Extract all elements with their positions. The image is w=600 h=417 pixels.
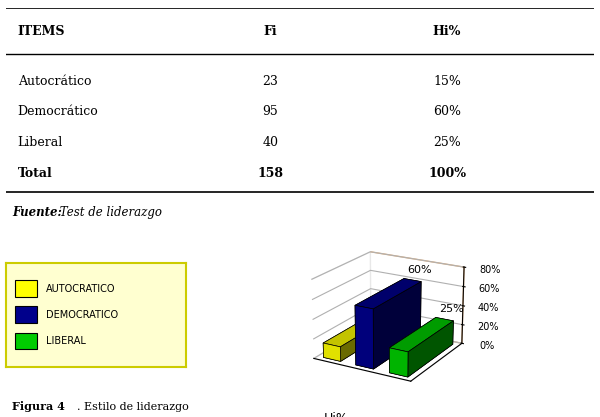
Text: Liberal: Liberal	[18, 136, 63, 149]
FancyBboxPatch shape	[15, 281, 37, 297]
Text: 60%: 60%	[433, 106, 461, 118]
Text: 23: 23	[263, 75, 278, 88]
Text: . Estilo de liderazgo: . Estilo de liderazgo	[77, 402, 188, 412]
Text: ITEMS: ITEMS	[18, 25, 65, 38]
Text: DEMOCRATICO: DEMOCRATICO	[46, 310, 118, 320]
FancyBboxPatch shape	[15, 333, 37, 349]
Text: 95: 95	[263, 106, 278, 118]
Text: Fi: Fi	[264, 25, 277, 38]
Text: Figura 4: Figura 4	[12, 401, 65, 412]
FancyBboxPatch shape	[15, 306, 37, 323]
Text: 25%: 25%	[433, 136, 461, 149]
Text: Fuente:: Fuente:	[12, 206, 62, 219]
Text: 158: 158	[257, 167, 284, 180]
Text: Hi%: Hi%	[433, 25, 461, 38]
Text: LIBERAL: LIBERAL	[46, 336, 85, 346]
Text: 15%: 15%	[433, 75, 461, 88]
X-axis label: Hi%: Hi%	[324, 412, 349, 417]
Text: AUTOCRATICO: AUTOCRATICO	[46, 284, 115, 294]
Text: Total: Total	[18, 167, 53, 180]
Text: 40: 40	[263, 136, 278, 149]
Text: Test de liderazgo: Test de liderazgo	[56, 206, 162, 219]
Text: Democrático: Democrático	[18, 106, 98, 118]
Text: 100%: 100%	[428, 167, 466, 180]
Text: Autocrático: Autocrático	[18, 75, 91, 88]
